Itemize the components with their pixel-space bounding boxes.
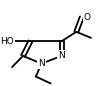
Text: HO: HO — [1, 37, 14, 46]
Text: O: O — [84, 13, 91, 22]
Text: N: N — [38, 59, 45, 68]
Text: N: N — [58, 51, 65, 60]
